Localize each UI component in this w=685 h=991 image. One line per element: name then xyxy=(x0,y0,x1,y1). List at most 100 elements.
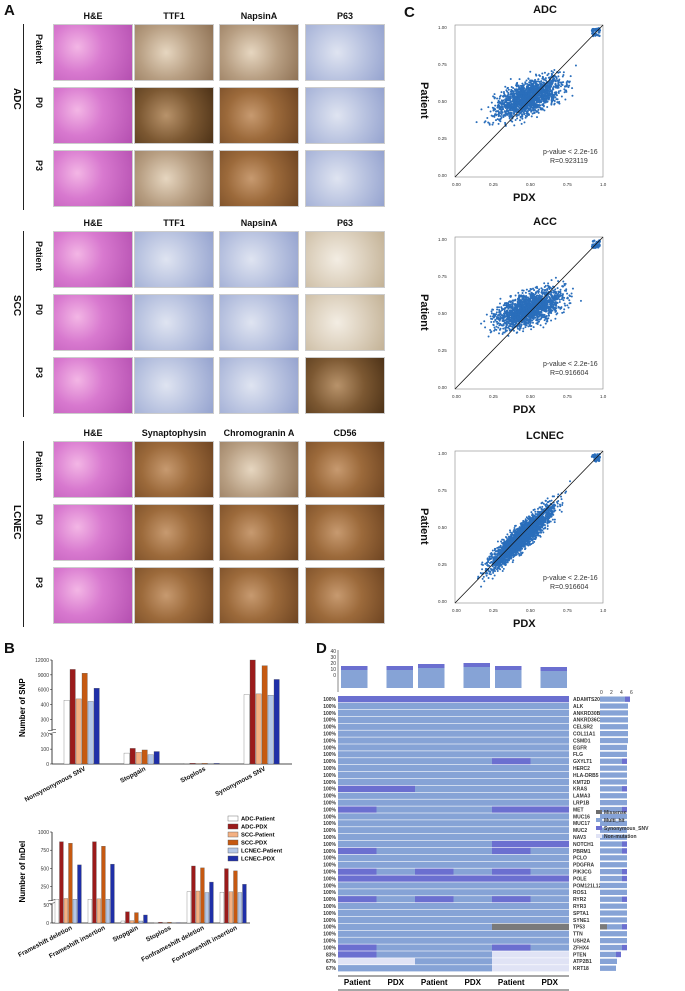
scatter-point xyxy=(560,306,563,309)
scatter-point xyxy=(506,103,509,106)
scatter-point xyxy=(562,74,565,77)
scatter-point xyxy=(556,86,559,89)
scatter-point xyxy=(522,307,525,310)
scatter-point xyxy=(524,305,527,308)
scatter-point xyxy=(498,108,501,111)
tissue-image-tile xyxy=(305,87,385,144)
scatter-point xyxy=(533,85,536,88)
scatter-point xyxy=(559,85,562,88)
scatter-point xyxy=(527,322,530,325)
y-tick-label: 0.00 xyxy=(438,173,447,178)
row-header: Patient xyxy=(34,34,44,65)
scatter-point xyxy=(537,290,540,293)
scatter-point xyxy=(598,31,601,34)
scatter-point xyxy=(491,308,494,311)
scatter-point xyxy=(565,82,568,85)
scatter-point xyxy=(521,84,524,87)
scatter-point xyxy=(509,93,512,96)
scatter-point xyxy=(547,72,550,75)
scatter-point xyxy=(550,279,553,282)
scatter-point xyxy=(517,291,520,294)
tissue-image-tile xyxy=(134,87,214,144)
scatter-point xyxy=(552,71,555,74)
scatter-point xyxy=(524,518,527,521)
scatter-point xyxy=(524,291,527,294)
scatter-point xyxy=(511,561,514,564)
scatter-point xyxy=(569,295,572,298)
scatter-point xyxy=(496,97,499,100)
scatter-point xyxy=(551,309,554,312)
scatter-point xyxy=(563,282,566,285)
scatter-point xyxy=(541,288,544,291)
scatter-point xyxy=(521,117,524,120)
scatter-point xyxy=(512,312,515,315)
scatter-point xyxy=(554,288,557,291)
scatter-title: LCNEC xyxy=(526,430,564,442)
scatter-point xyxy=(531,94,534,97)
scatter-point xyxy=(551,296,554,299)
scatter-point xyxy=(522,98,525,101)
scatter-point xyxy=(533,90,536,93)
scatter-point xyxy=(548,90,551,93)
scatter-point xyxy=(545,297,548,300)
scatter-point xyxy=(500,103,503,106)
scatter-point xyxy=(554,310,557,313)
tissue-image-tile xyxy=(219,441,299,498)
scatter-point xyxy=(520,323,523,326)
scatter-point xyxy=(554,80,557,83)
scatter-point xyxy=(499,112,502,115)
scatter-point xyxy=(527,92,530,95)
scatter-point xyxy=(520,318,523,321)
y-tick-label: 0.75 xyxy=(438,274,447,279)
scatter-point xyxy=(534,81,537,84)
scatter-point xyxy=(509,108,512,111)
row-header: P0 xyxy=(34,97,44,109)
scatter-point xyxy=(505,309,508,312)
scatter-point xyxy=(494,104,497,107)
scatter-point xyxy=(546,74,549,77)
scatter-point xyxy=(534,84,537,87)
scatter-point xyxy=(487,577,490,580)
scatter-point xyxy=(504,85,507,88)
scatter-point xyxy=(532,296,535,299)
scatter-point xyxy=(553,74,556,77)
scatter-point xyxy=(553,69,556,72)
scatter-point xyxy=(527,98,530,101)
scatter-point xyxy=(543,88,546,91)
scatter-point xyxy=(498,302,501,305)
tissue-image-tile xyxy=(134,357,214,414)
column-header: NapsinA xyxy=(240,11,278,21)
scatter-point xyxy=(508,103,511,106)
scatter-point xyxy=(570,292,573,295)
scatter-point xyxy=(499,312,502,315)
scatter-point xyxy=(560,95,563,98)
tissue-image-tile xyxy=(219,504,299,561)
x-tick-label: 0.50 xyxy=(526,182,535,187)
scatter-point xyxy=(566,296,569,299)
scatter-point xyxy=(518,298,521,301)
scatter-point xyxy=(563,88,566,91)
scatter-point xyxy=(509,325,512,328)
scatter-point xyxy=(545,310,548,313)
scatter-point xyxy=(538,297,541,300)
scatter-point xyxy=(533,302,536,305)
scatter-point xyxy=(510,307,513,310)
scatter-point xyxy=(499,323,502,326)
scatter-point xyxy=(598,34,601,38)
scatter-point xyxy=(500,306,503,309)
scatter-point xyxy=(592,243,595,246)
scatter-point xyxy=(558,503,561,506)
scatter-point xyxy=(514,89,517,92)
scatter-point xyxy=(541,92,544,95)
scatter-point xyxy=(502,95,505,98)
scatter-point xyxy=(548,83,551,86)
scatter-point xyxy=(518,98,521,101)
scatter-point xyxy=(487,106,490,109)
scatter-point xyxy=(491,565,494,568)
scatter-point xyxy=(535,322,538,325)
scatter-point xyxy=(494,314,497,317)
scatter-point xyxy=(562,299,565,302)
scatter-point xyxy=(534,316,537,319)
scatter-point xyxy=(534,515,537,518)
scatter-point xyxy=(529,70,532,73)
